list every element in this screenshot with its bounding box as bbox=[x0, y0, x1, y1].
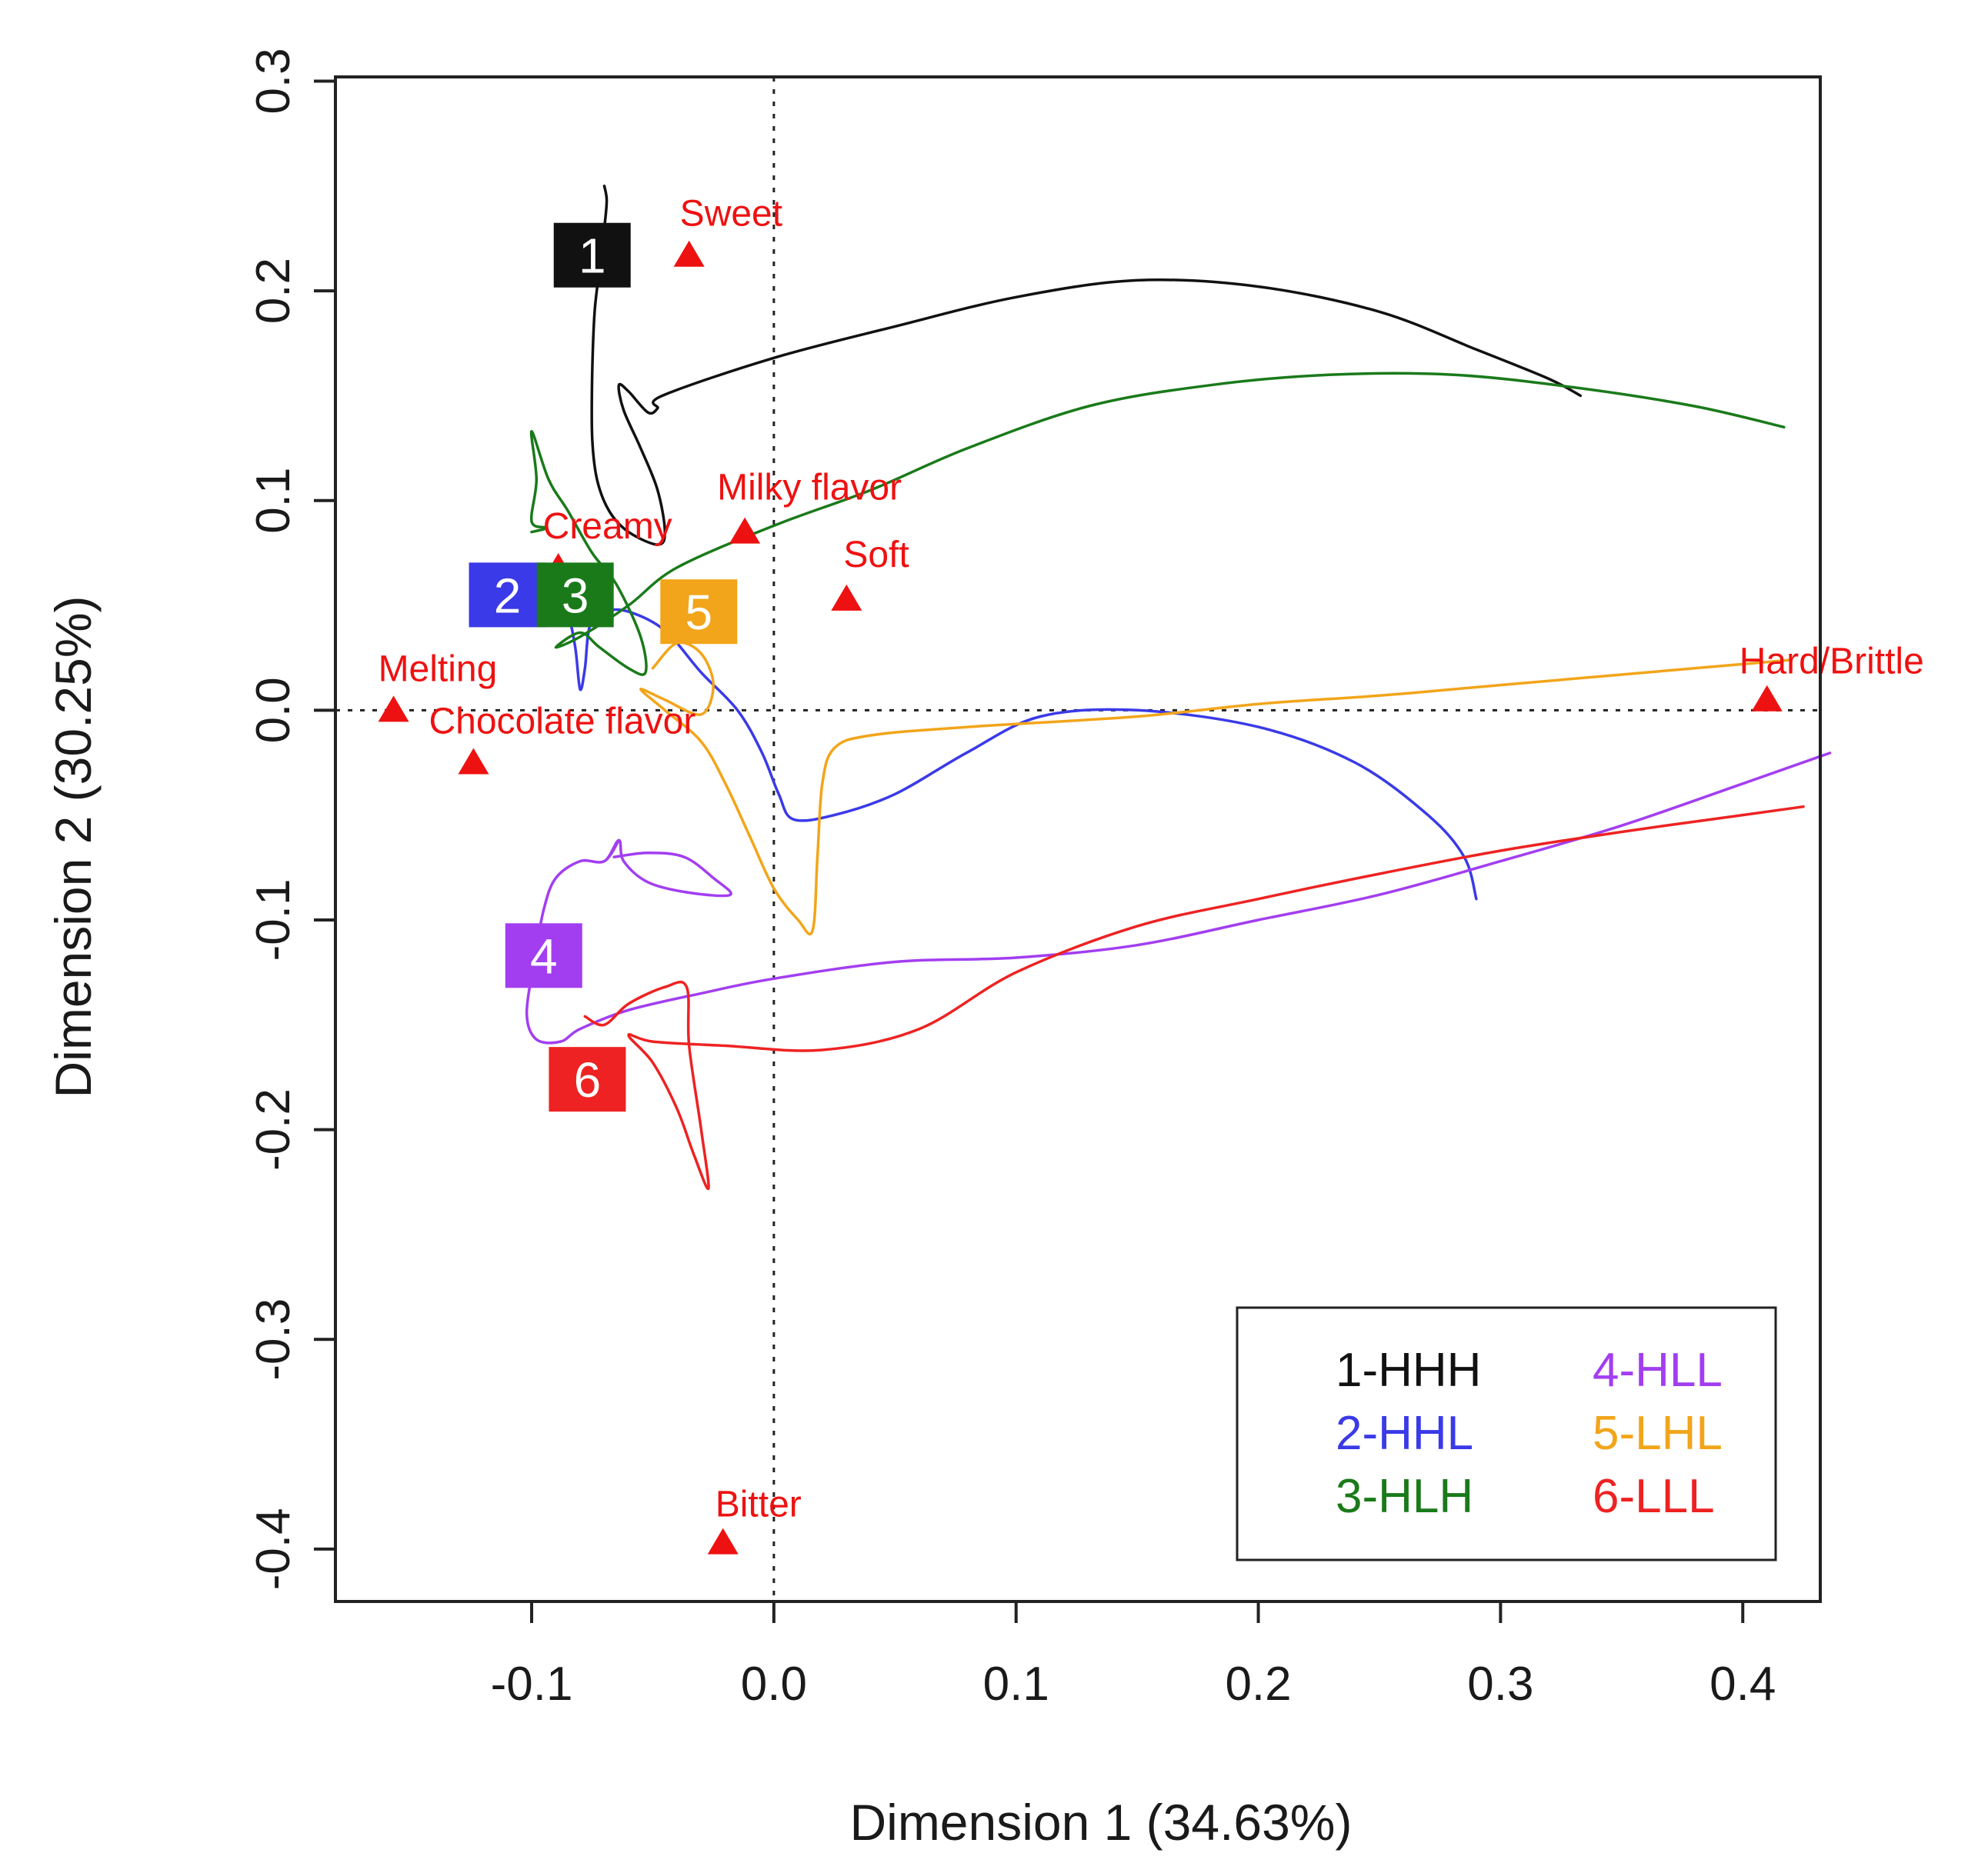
series-marker-label-4: 4 bbox=[530, 928, 558, 984]
series-marker-label-1: 1 bbox=[579, 228, 606, 284]
y-tick-label: 0.0 bbox=[247, 677, 300, 743]
series-line-6 bbox=[583, 805, 1805, 1191]
attribute-label: Melting bbox=[379, 648, 498, 689]
y-tick-label: 0.2 bbox=[247, 258, 300, 324]
series-marker-box-5 bbox=[660, 579, 738, 645]
attribute-triangle bbox=[673, 240, 705, 267]
legend: 1-HHH 2-HHL 3-HLH 4-HLL 5-LHL 6-LLL bbox=[1236, 1306, 1777, 1561]
series-marker-label-6: 6 bbox=[574, 1052, 602, 1108]
series-line-4 bbox=[525, 752, 1832, 1045]
legend-entry: 3-HLH bbox=[1336, 1470, 1473, 1523]
attribute-triangle bbox=[831, 584, 862, 611]
legend-entry: 1-HHH bbox=[1336, 1344, 1481, 1397]
series-line-2 bbox=[554, 604, 1478, 901]
series-marker-box-3 bbox=[536, 562, 614, 628]
series-marker-label-2: 2 bbox=[494, 568, 522, 623]
y-tick-label: 0.3 bbox=[247, 48, 300, 114]
attribute-markers: Sweet Milky flavor Creamy Soft Melting Chocol… bbox=[378, 194, 1924, 1555]
attribute-label: Bitter bbox=[715, 1485, 802, 1525]
y-tick-label: -0.4 bbox=[247, 1508, 300, 1590]
y-tick-label: -0.3 bbox=[247, 1298, 300, 1381]
attribute-label: Soft bbox=[843, 535, 909, 575]
y-tick-label: -0.1 bbox=[247, 879, 300, 961]
legend-box bbox=[1236, 1306, 1777, 1561]
legend-entry: 4-HLL bbox=[1593, 1344, 1723, 1397]
plot-frame bbox=[334, 75, 1822, 1603]
legend-entry: 6-LLL bbox=[1593, 1470, 1715, 1523]
x-axis-title: Dimension 1 (34.63%) bbox=[850, 1794, 1353, 1851]
attribute-triangle bbox=[1751, 685, 1783, 712]
series-marker-label-5: 5 bbox=[685, 585, 712, 640]
attribute-label: Hard/Brittle bbox=[1740, 642, 1924, 682]
series-marker-box-2 bbox=[469, 562, 546, 628]
series-marker-box-4 bbox=[505, 923, 582, 988]
series-line-1 bbox=[590, 185, 1583, 546]
attribute-triangle bbox=[729, 517, 761, 544]
y-tick-label: -0.2 bbox=[247, 1088, 300, 1171]
legend-entry: 5-LHL bbox=[1593, 1407, 1723, 1460]
attribute-label: Chocolate flavor bbox=[429, 701, 695, 742]
attribute-label: Creamy bbox=[543, 506, 672, 547]
legend-entry: 2-HHL bbox=[1336, 1407, 1473, 1460]
x-tick-label: 0.1 bbox=[983, 1658, 1049, 1711]
series-line-3 bbox=[529, 372, 1786, 676]
x-tick-label: 0.0 bbox=[741, 1658, 807, 1711]
series-line-5 bbox=[639, 641, 1793, 936]
attribute-label: Milky flavor bbox=[717, 468, 902, 508]
x-tick-label: 0.3 bbox=[1467, 1658, 1533, 1711]
series-lines bbox=[525, 185, 1832, 1191]
y-axis-title: Dimension 2 (30.25%) bbox=[45, 596, 102, 1098]
series-marker-label-3: 3 bbox=[562, 568, 589, 623]
attribute-label: Sweet bbox=[680, 194, 782, 235]
x-tick-label: 0.4 bbox=[1709, 1658, 1776, 1711]
x-tick-label: -0.1 bbox=[491, 1658, 573, 1711]
series-marker-box-6 bbox=[549, 1047, 626, 1112]
x-tick-label: 0.2 bbox=[1225, 1658, 1291, 1711]
y-tick-label: 0.1 bbox=[247, 468, 300, 534]
attribute-triangle bbox=[378, 695, 409, 722]
attribute-triangle bbox=[458, 748, 489, 775]
series-marker-box-1 bbox=[553, 222, 631, 288]
attribute-triangle bbox=[707, 1528, 739, 1555]
axes: -0.1 0.0 0.1 0.2 0.3 0.4 0.3 0.2 0.1 0.0 -0.1 -0.2 -… bbox=[247, 48, 1776, 1711]
